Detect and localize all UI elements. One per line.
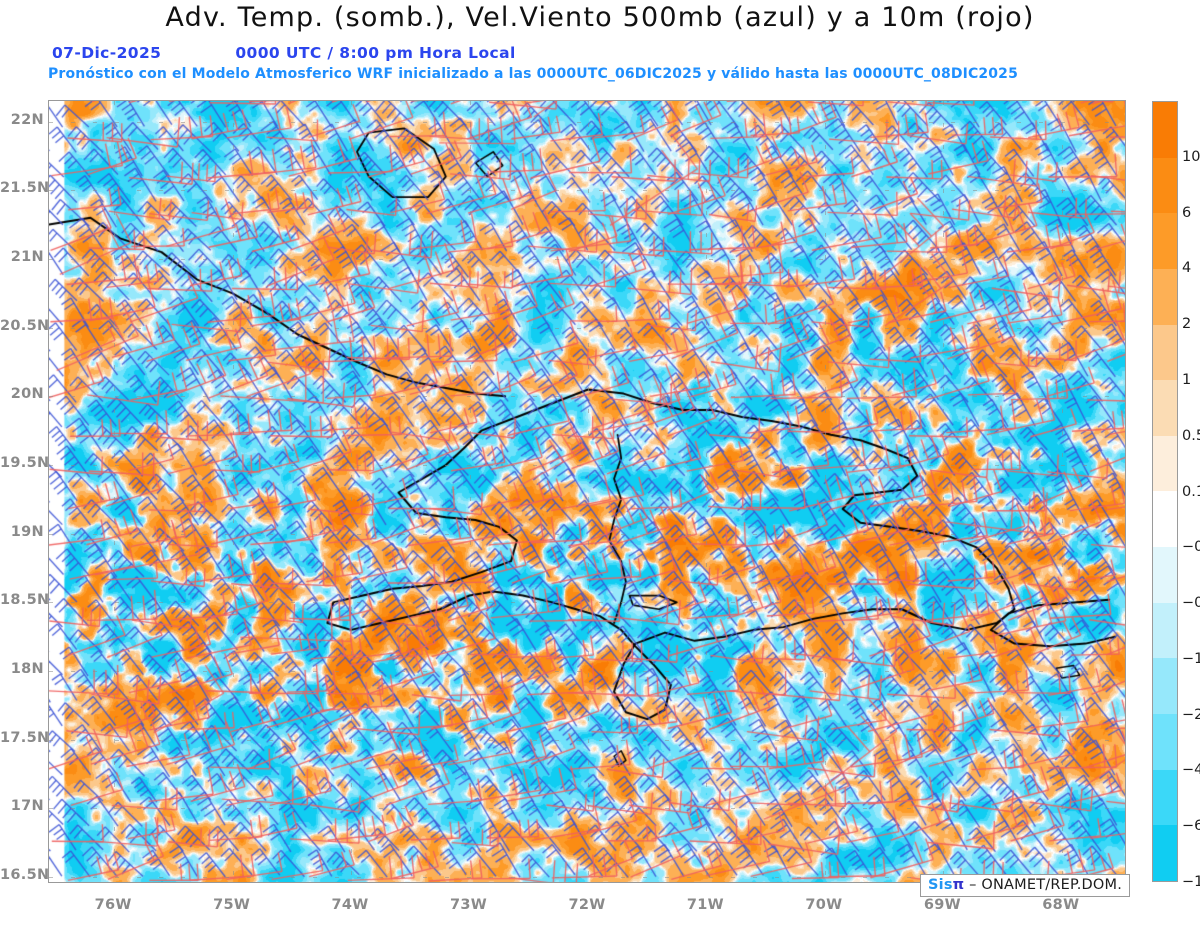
colorbar-segment	[1153, 157, 1177, 214]
colorbar-tick-label: −10	[1182, 874, 1200, 890]
x-axis-tick-label: 75W	[213, 897, 251, 913]
y-axis-tick-label: 21.5N	[0, 180, 50, 197]
colorbar-tick-label: −1	[1182, 650, 1200, 667]
colorbar-segment	[1153, 547, 1177, 603]
colorbar-segment	[1153, 491, 1177, 548]
y-axis-tick-label: 22N	[10, 111, 44, 128]
y-axis-tick-label: 16.5N	[0, 867, 50, 884]
temperature-advection-field	[49, 101, 1125, 882]
colorbar-segment	[1153, 324, 1177, 381]
x-axis-tick-label: 72W	[568, 897, 606, 913]
x-axis-tick-label: 69W	[923, 897, 961, 913]
y-axis-tick-label: 18N	[10, 661, 44, 678]
x-axis-tick-label: 71W	[686, 897, 724, 913]
colorbar-tick-label: 6	[1182, 204, 1192, 221]
colorbar-segment	[1153, 769, 1177, 826]
colorbar-tick-label: −0.5	[1182, 595, 1200, 612]
y-axis-tick-label: 18.5N	[0, 592, 50, 609]
credit-box: Sisπ – ONAMET/REP.DOM.	[920, 874, 1131, 897]
forecast-model-line: Pronóstico con el Modelo Atmosferico WRF…	[48, 66, 1018, 82]
colorbar-tick-label: −0.1	[1182, 539, 1200, 556]
colorbar-tick-label: 1	[1182, 371, 1192, 388]
colorbar-tick-label: 10	[1182, 148, 1200, 165]
x-axis-tick-label: 70W	[805, 897, 843, 913]
colorbar-segment	[1153, 102, 1177, 158]
colorbar	[1152, 101, 1178, 882]
colorbar-segment	[1153, 435, 1177, 492]
x-axis-tick-label: 73W	[449, 897, 488, 913]
x-axis-tick-label: 68W	[1042, 897, 1080, 913]
x-axis-tick-label: 74W	[331, 897, 369, 913]
y-axis-tick-label: 17N	[10, 798, 44, 815]
colorbar-tick-label: −2	[1182, 706, 1200, 723]
forecast-time: 0000 UTC / 8:00 pm Hora Local	[235, 44, 516, 62]
pi-label: π	[952, 877, 965, 893]
org-label: – ONAMET/REP.DOM.	[964, 877, 1123, 893]
forecast-datetime-line: 07-Dic-2025 0000 UTC / 8:00 pm Hora Local	[52, 44, 516, 62]
colorbar-segment	[1153, 658, 1177, 715]
colorbar-tick-label: −6	[1182, 818, 1200, 835]
colorbar-tick-label: 0.5	[1182, 427, 1200, 444]
colorbar-segment	[1153, 714, 1177, 770]
colorbar-segment	[1153, 213, 1177, 269]
colorbar-segment	[1153, 825, 1177, 881]
colorbar-segment	[1153, 602, 1177, 659]
colorbar-tick-label: 2	[1182, 316, 1192, 333]
colorbar-tick-label: −4	[1182, 762, 1200, 779]
y-axis-tick-label: 19.5N	[0, 455, 50, 472]
sis-label: Sis	[928, 877, 953, 893]
advection-shading-canvas	[49, 101, 1125, 882]
y-axis-tick-label: 20N	[10, 386, 44, 403]
page-title: Adv. Temp. (somb.), Vel.Viento 500mb (az…	[165, 2, 1035, 33]
forecast-date: 07-Dic-2025	[52, 44, 162, 62]
y-axis-tick-label: 19N	[10, 523, 44, 540]
map-plot-area[interactable]	[48, 100, 1126, 883]
y-axis-tick-label: 21N	[10, 248, 44, 265]
colorbar-tick-label: 4	[1182, 260, 1192, 277]
y-axis-tick-label: 20.5N	[0, 317, 50, 334]
colorbar-segment	[1153, 268, 1177, 325]
y-axis-tick-label: 17.5N	[0, 729, 50, 746]
colorbar-segment	[1153, 380, 1177, 436]
colorbar-tick-label: 0.1	[1182, 483, 1200, 500]
x-axis-tick-label: 76W	[94, 897, 132, 913]
